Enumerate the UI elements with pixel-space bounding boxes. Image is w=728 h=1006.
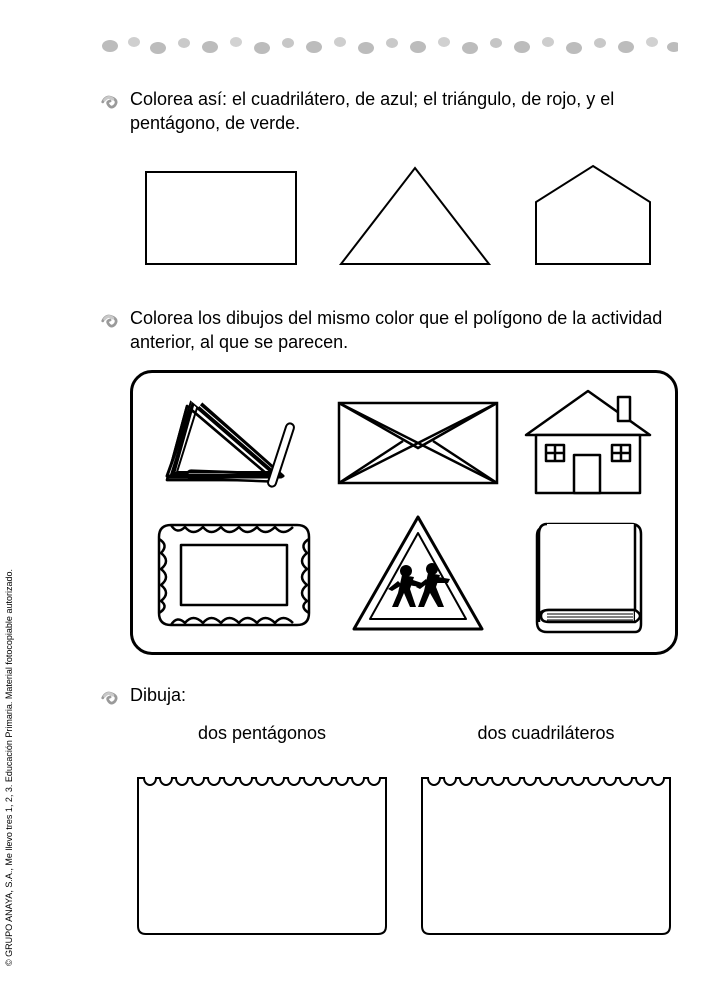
swirl-bullet-icon xyxy=(100,685,122,707)
activity-1-instruction: Colorea así: el cuadrilátero, de azul; e… xyxy=(130,87,678,136)
draw-column-quadrilaterals: dos cuadriláteros xyxy=(414,723,678,938)
object-music-triangle xyxy=(159,388,309,498)
draw-column-pentagons: dos pentágonos xyxy=(130,723,394,938)
activity-2-instruction: Colorea los dibujos del mismo color que … xyxy=(130,306,678,355)
notepad-box xyxy=(416,758,676,938)
object-road-sign xyxy=(348,511,488,639)
shape-triangle xyxy=(337,164,493,268)
activity-3: Dibuja: dos pentágonos dos cuadriláteros xyxy=(100,683,678,938)
swirl-bullet-icon xyxy=(100,308,122,330)
dotted-border xyxy=(100,30,678,62)
copyright-text: © GRUPO ANAYA, S.A., Me llevo tres 1, 2,… xyxy=(4,569,14,966)
draw-label-quadrilaterals: dos cuadriláteros xyxy=(477,723,614,744)
draw-label-pentagons: dos pentágonos xyxy=(198,723,326,744)
objects-box xyxy=(130,370,678,655)
shape-rectangle xyxy=(144,170,299,268)
shapes-row xyxy=(100,152,678,278)
object-house xyxy=(518,385,658,500)
object-envelope xyxy=(333,393,503,493)
activity-2: Colorea los dibujos del mismo color que … xyxy=(100,306,678,656)
object-book xyxy=(523,510,653,640)
swirl-bullet-icon xyxy=(100,89,122,111)
activity-3-instruction: Dibuja: xyxy=(130,683,186,707)
shape-pentagon xyxy=(532,162,654,268)
notepad-box xyxy=(132,758,392,938)
activity-1: Colorea así: el cuadrilátero, de azul; e… xyxy=(100,87,678,278)
object-picture-frame xyxy=(149,515,319,635)
